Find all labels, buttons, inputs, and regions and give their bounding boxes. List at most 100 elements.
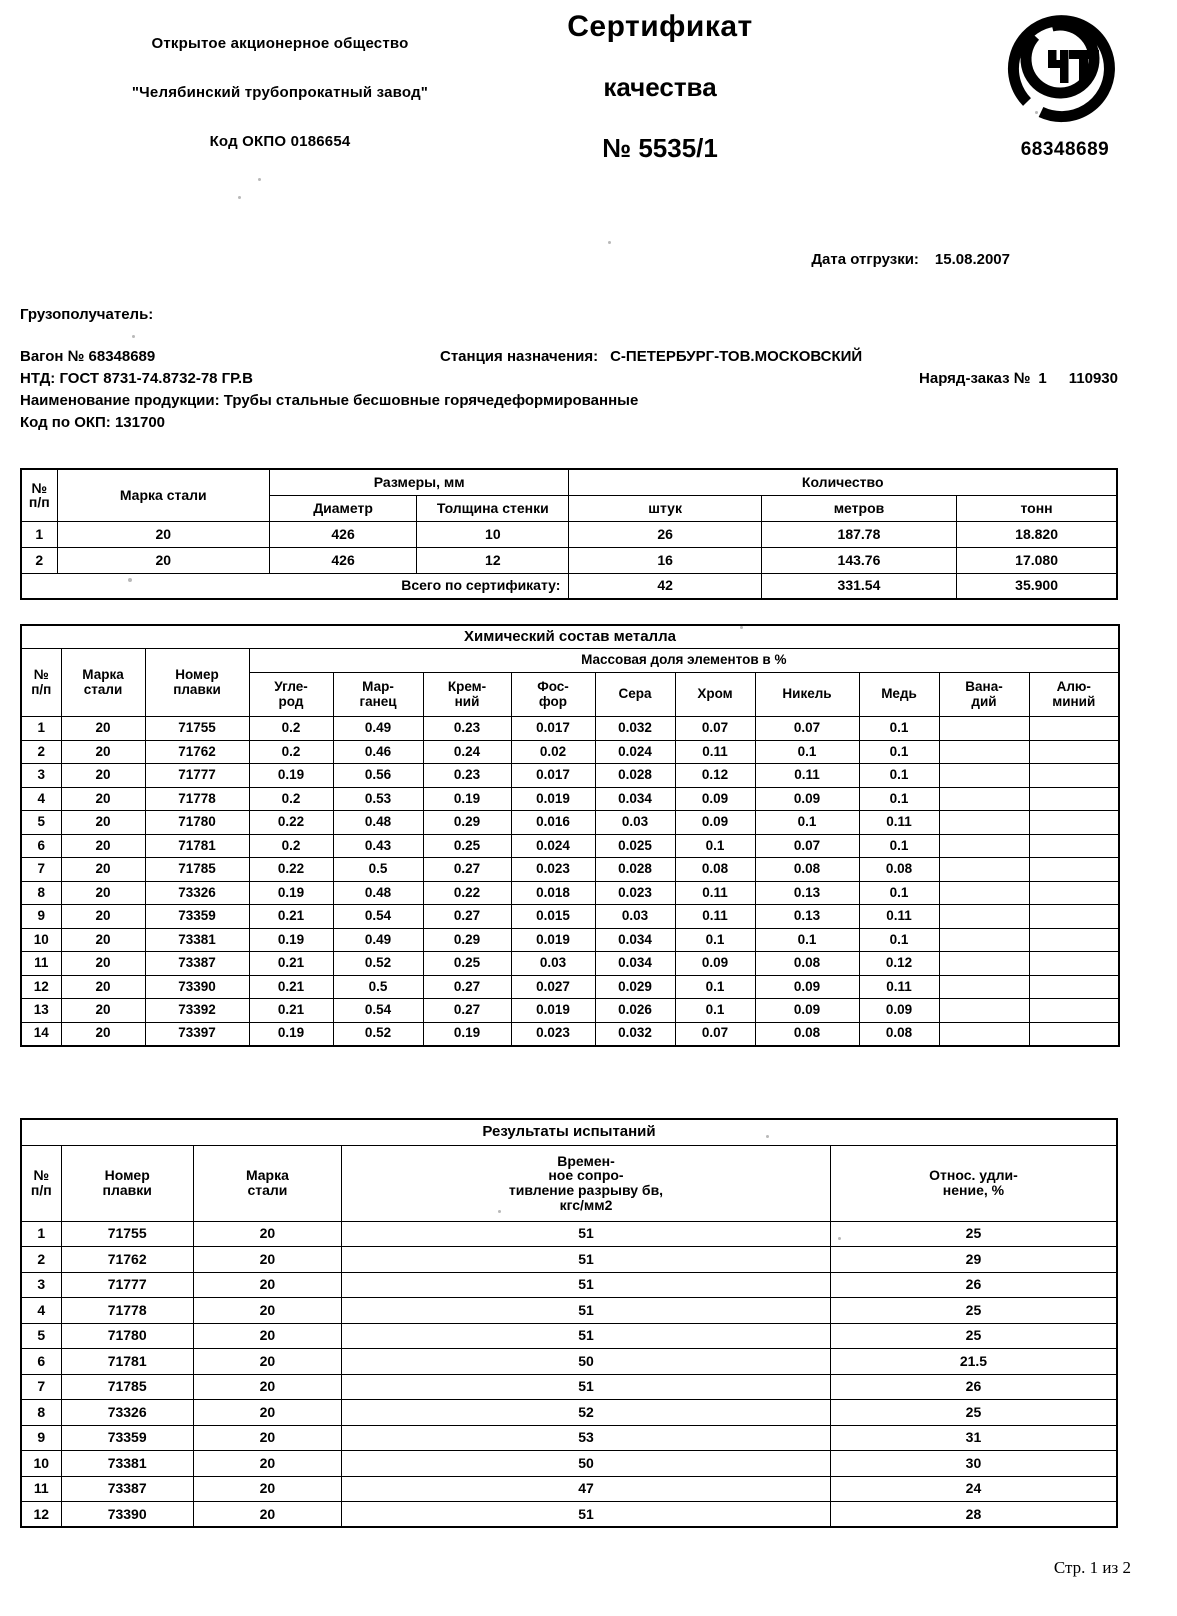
total-pieces: 42 [568,572,762,600]
cell-elongation: 29 [829,1246,1118,1273]
cell-chromium: 0.09 [674,810,756,835]
cell-manganese: 0.56 [332,763,424,788]
cell-elongation: 25 [829,1399,1118,1426]
cell-heat: 71778 [60,1297,194,1324]
cell-chromium: 0.11 [674,904,756,929]
cell-no: 14 [20,1021,62,1046]
col-header-tons: тонн [956,494,1118,522]
cell-heat: 73359 [144,904,250,929]
cell-heat: 73326 [144,880,250,905]
page-title: Сертификат [567,10,753,43]
table-row: 4 71778 20 51 25 [20,1297,1118,1324]
cell-carbon: 0.2 [248,833,334,858]
cell-phosphorus: 0.017 [510,763,596,788]
cell-phosphorus: 0.024 [510,833,596,858]
cell-vanadium [938,833,1030,858]
cell-sulfur: 0.03 [594,904,676,929]
cell-manganese: 0.53 [332,786,424,811]
cell-aluminium [1028,833,1120,858]
cell-grade: 20 [60,974,146,999]
certificate-title-block: Сертификат качества № 5535/1 [450,10,870,164]
total-meters: 331.54 [760,572,958,600]
table-row: 11 20 73387 0.21 0.52 0.25 0.03 0.034 0.09 0.08 0.… [20,951,1120,976]
cell-elongation: 25 [829,1297,1118,1324]
cell-aluminium [1028,763,1120,788]
cell-manganese: 0.52 [332,1021,424,1046]
cell-no: 5 [20,810,62,835]
cell-silicon: 0.25 [422,951,512,976]
cell-grade: 20 [60,739,146,764]
sizes-quantity-table: № п/п Марка стали Размеры, мм Количество… [20,468,1118,600]
col-header-steel-grade: Марка стали [56,468,270,522]
table-header-row: № п/п Номер плавки Марка стали Времен- н… [20,1144,1118,1222]
cell-silicon: 0.29 [422,927,512,952]
consignee-label: Грузополучатель: [20,306,154,323]
cell-vanadium [938,880,1030,905]
cell-vanadium [938,857,1030,882]
cell-heat: 73387 [144,951,250,976]
cell-nickel: 0.13 [754,880,860,905]
cell-copper: 0.1 [858,833,940,858]
cell-grade: 20 [192,1297,343,1324]
cell-manganese: 0.52 [332,951,424,976]
results-table-title: Результаты испытаний [20,1118,1118,1146]
cell-pieces: 26 [568,520,762,548]
cell-grade: 20 [192,1322,343,1349]
okpo-code: Код ОКПО 0186654 [209,133,351,150]
table-row: 1 71755 20 51 25 [20,1220,1118,1247]
cell-no: 13 [20,998,62,1023]
cell-grade: 20 [192,1501,343,1528]
cell-elongation: 24 [829,1475,1118,1502]
cell-heat: 73390 [60,1501,194,1528]
cell-vanadium [938,810,1030,835]
cell-chromium: 0.11 [674,739,756,764]
cell-no: 3 [20,763,62,788]
table-row: 1 20 426 10 26 187.78 18.820 [20,520,1118,548]
cell-carbon: 0.22 [248,857,334,882]
cell-grade: 20 [60,810,146,835]
table-row: 9 20 73359 0.21 0.54 0.27 0.015 0.03 0.11 0.13 0.1… [20,904,1120,929]
cell-vanadium [938,974,1030,999]
cell-grade: 20 [56,546,270,574]
table-row: 4 20 71778 0.2 0.53 0.19 0.019 0.034 0.09 0.09 0.1 [20,786,1120,811]
table-row: 7 20 71785 0.22 0.5 0.27 0.023 0.028 0.08 0.08 0.0… [20,857,1120,882]
cell-grade: 20 [60,904,146,929]
table-row: 3 71777 20 51 26 [20,1271,1118,1298]
cell-sulfur: 0.023 [594,880,676,905]
cell-sulfur: 0.032 [594,716,676,741]
table-row: 12 20 73390 0.21 0.5 0.27 0.027 0.029 0.1 0.09 0.1… [20,974,1120,999]
cell-aluminium [1028,998,1120,1023]
table-header-row: № п/п Марка стали Размеры, мм Количество [20,468,1118,522]
cell-carbon: 0.21 [248,974,334,999]
cell-manganese: 0.5 [332,857,424,882]
okp-code: Код по ОКП: 131700 [20,414,166,431]
cell-vanadium [938,739,1030,764]
cell-heat: 71785 [144,857,250,882]
cell-carbon: 0.2 [248,786,334,811]
cell-no: 10 [20,927,62,952]
cell-sulfur: 0.034 [594,786,676,811]
cell-grade: 20 [60,763,146,788]
organization-block: Открытое акционерное общество "Челябинск… [0,36,560,149]
cell-copper: 0.11 [858,904,940,929]
cell-carbon: 0.19 [248,927,334,952]
cell-no: 7 [20,857,62,882]
total-tons: 35.900 [956,572,1118,600]
order-number-value-1: 1 [1038,370,1047,387]
cell-manganese: 0.49 [332,927,424,952]
cell-meters: 187.78 [760,520,958,548]
order-number: Наряд-заказ № 1 110930 [919,368,1118,389]
cell-no: 1 [20,1220,62,1247]
cell-nickel: 0.09 [754,998,860,1023]
cell-grade: 20 [192,1399,343,1426]
cell-manganese: 0.54 [332,998,424,1023]
cell-sulfur: 0.025 [594,833,676,858]
table-row: 6 20 71781 0.2 0.43 0.25 0.024 0.025 0.1 0.07 0.1 [20,833,1120,858]
cell-carbon: 0.22 [248,810,334,835]
cell-tensile: 51 [341,1322,831,1349]
cell-no: 12 [20,1501,62,1528]
cell-nickel: 0.09 [754,786,860,811]
cell-phosphorus: 0.016 [510,810,596,835]
col-header-heat: Номер плавки [60,1144,194,1222]
cell-heat: 73381 [60,1450,194,1477]
